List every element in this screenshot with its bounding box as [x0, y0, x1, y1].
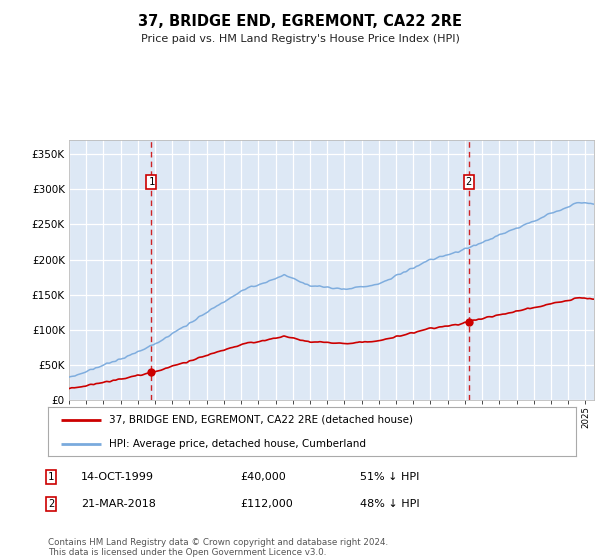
Text: 21-MAR-2018: 21-MAR-2018 [81, 499, 156, 509]
Text: 2: 2 [466, 177, 472, 187]
Text: £40,000: £40,000 [240, 472, 286, 482]
Text: 1: 1 [48, 472, 54, 482]
Text: 14-OCT-1999: 14-OCT-1999 [81, 472, 154, 482]
Text: 51% ↓ HPI: 51% ↓ HPI [360, 472, 419, 482]
Text: 2: 2 [48, 499, 54, 509]
Text: 37, BRIDGE END, EGREMONT, CA22 2RE: 37, BRIDGE END, EGREMONT, CA22 2RE [138, 14, 462, 29]
Text: 1: 1 [148, 177, 155, 187]
Text: HPI: Average price, detached house, Cumberland: HPI: Average price, detached house, Cumb… [109, 438, 366, 449]
Text: Price paid vs. HM Land Registry's House Price Index (HPI): Price paid vs. HM Land Registry's House … [140, 34, 460, 44]
Text: 48% ↓ HPI: 48% ↓ HPI [360, 499, 419, 509]
Text: £112,000: £112,000 [240, 499, 293, 509]
Text: 37, BRIDGE END, EGREMONT, CA22 2RE (detached house): 37, BRIDGE END, EGREMONT, CA22 2RE (deta… [109, 415, 413, 425]
Text: Contains HM Land Registry data © Crown copyright and database right 2024.
This d: Contains HM Land Registry data © Crown c… [48, 538, 388, 557]
